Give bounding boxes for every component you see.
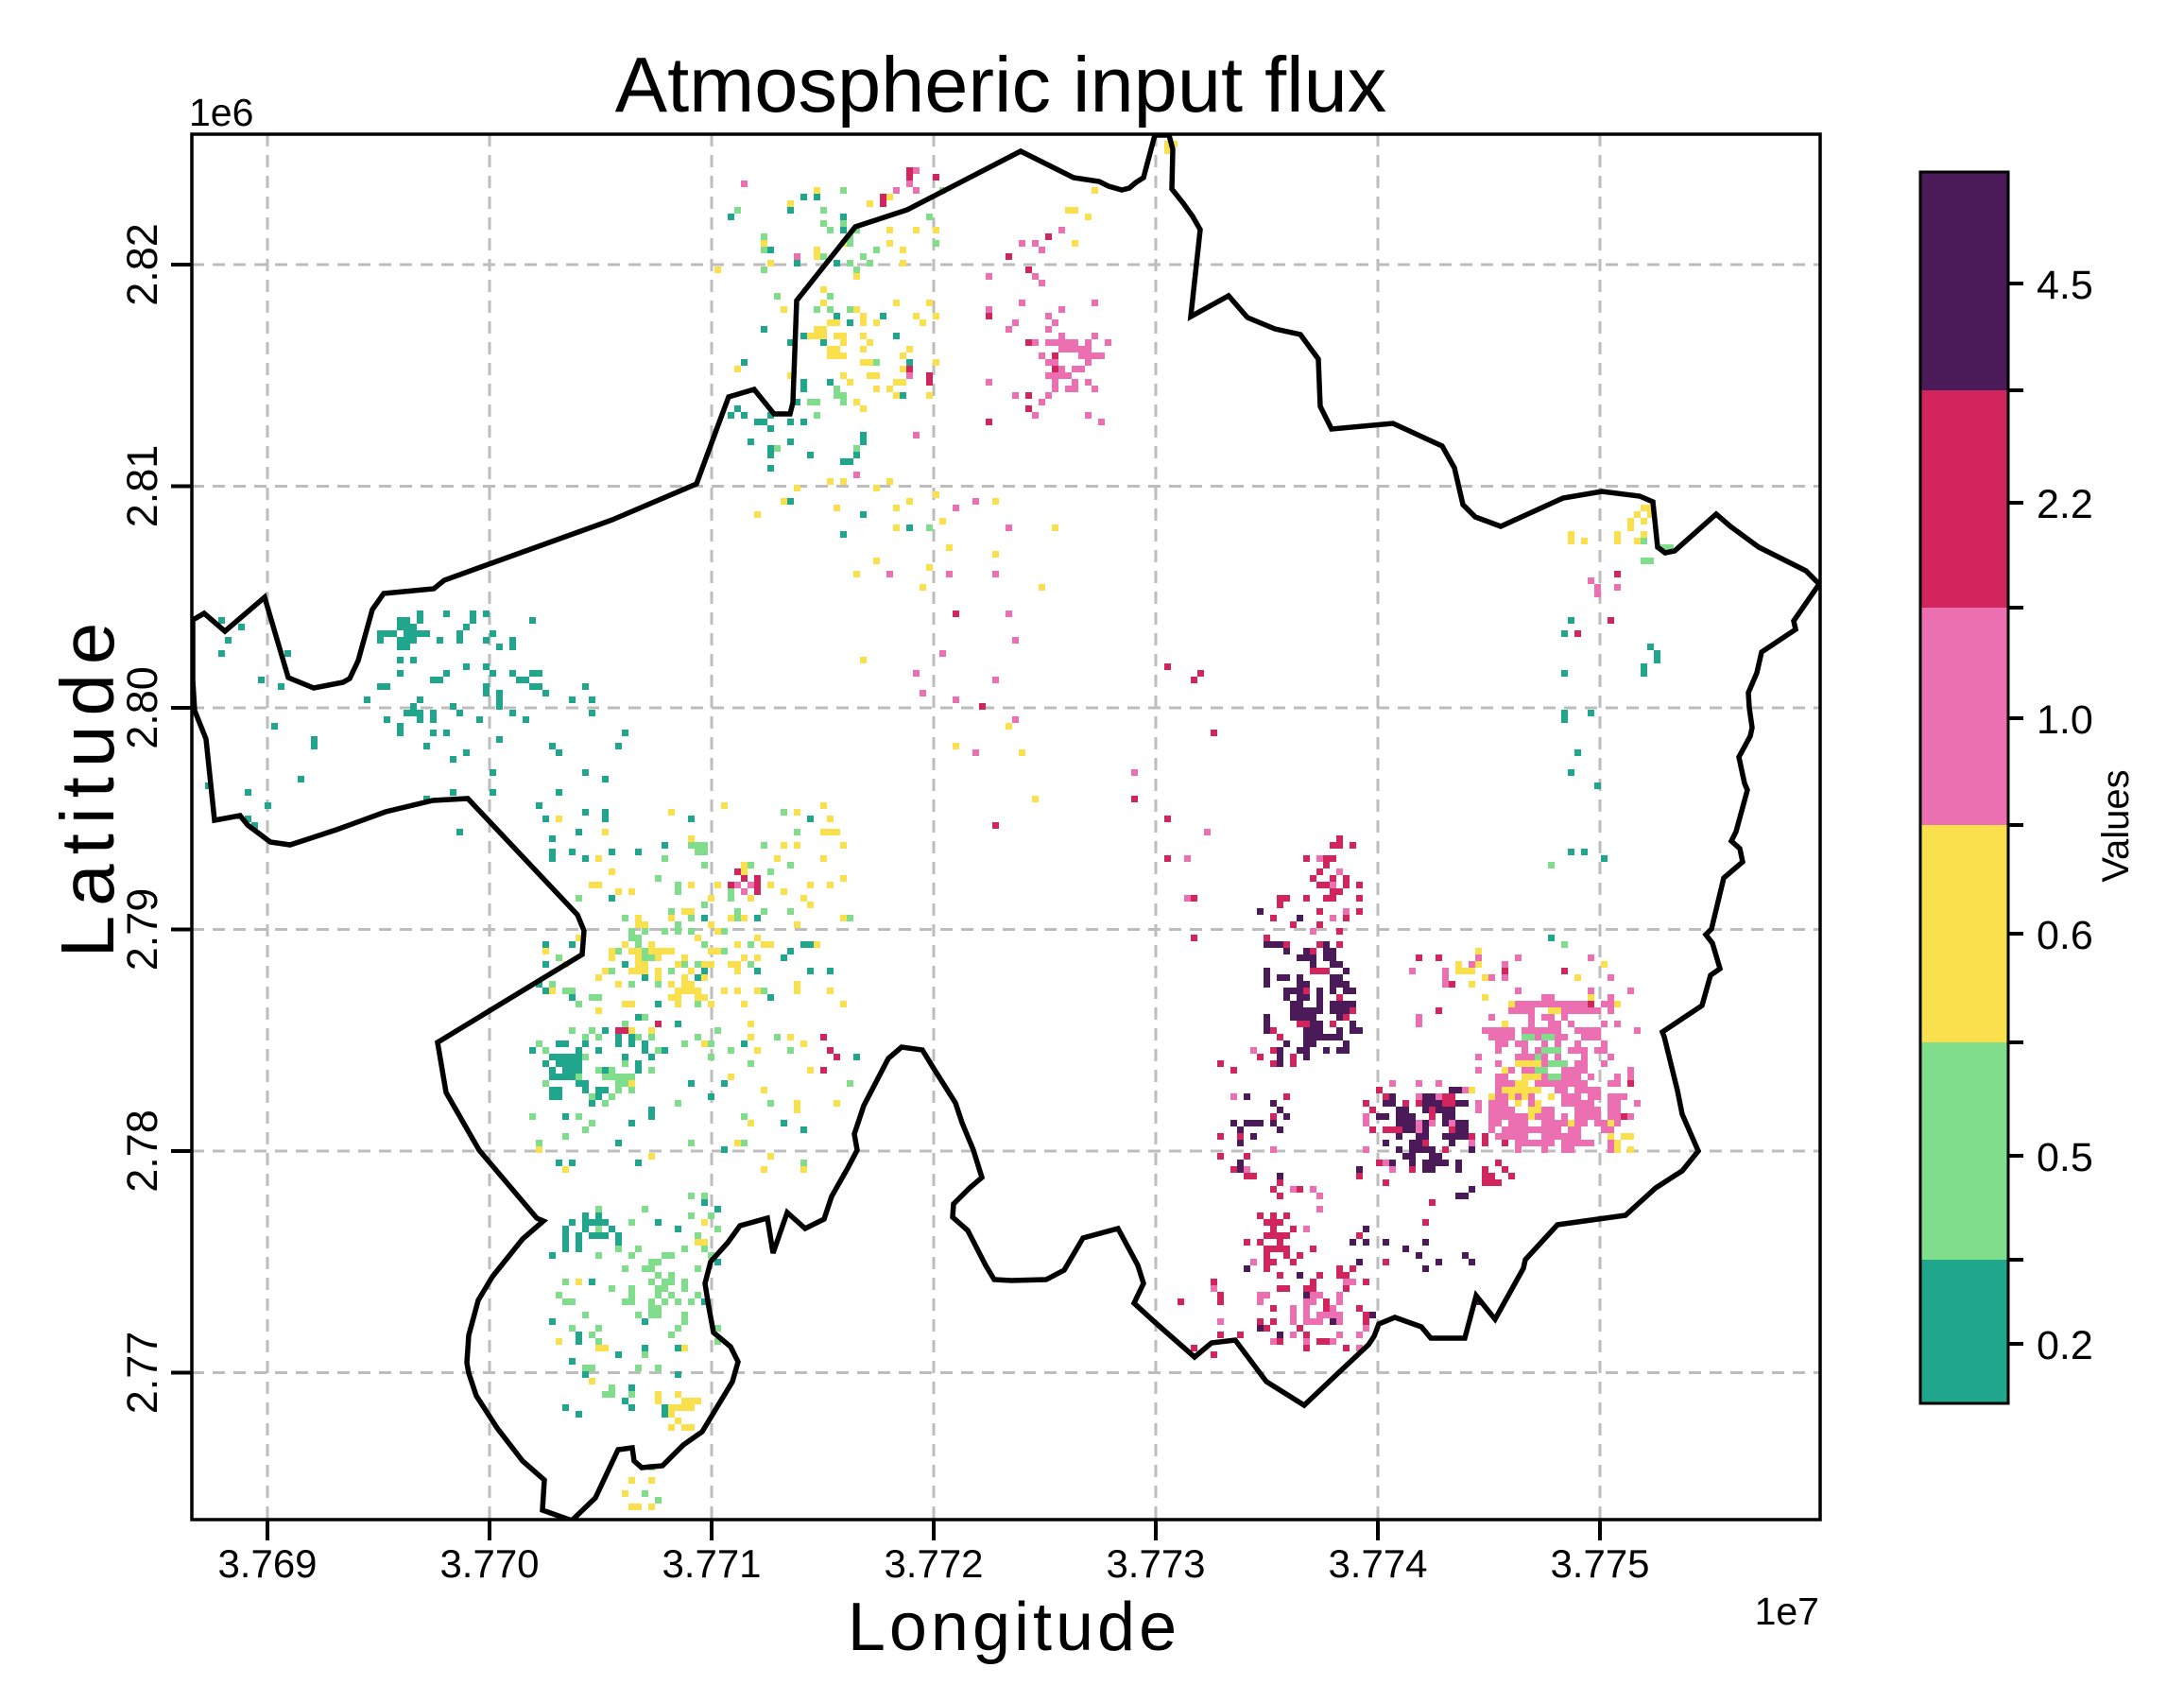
- svg-text:0.6: 0.6: [2037, 913, 2093, 958]
- svg-text:1.0: 1.0: [2037, 697, 2093, 743]
- svg-text:0.2: 0.2: [2037, 1323, 2093, 1368]
- svg-text:3.775: 3.775: [1550, 1541, 1649, 1586]
- svg-text:Longitude: Longitude: [848, 1590, 1180, 1665]
- svg-text:3.773: 3.773: [1106, 1541, 1205, 1586]
- svg-text:Atmospheric input flux: Atmospheric input flux: [615, 41, 1387, 129]
- svg-text:Values: Values: [2095, 769, 2137, 882]
- svg-text:2.2: 2.2: [2037, 482, 2093, 527]
- svg-text:4.5: 4.5: [2037, 263, 2093, 308]
- svg-text:2.78: 2.78: [118, 1109, 166, 1193]
- svg-text:2.80: 2.80: [118, 666, 166, 749]
- svg-text:3.769: 3.769: [217, 1541, 317, 1586]
- svg-text:2.82: 2.82: [118, 223, 166, 306]
- svg-text:3.774: 3.774: [1328, 1541, 1427, 1586]
- svg-text:2.79: 2.79: [118, 888, 166, 971]
- svg-text:Latitude: Latitude: [45, 613, 129, 958]
- svg-text:1e6: 1e6: [189, 91, 253, 134]
- svg-text:2.77: 2.77: [118, 1332, 166, 1415]
- svg-text:3.771: 3.771: [662, 1541, 761, 1586]
- svg-text:0.5: 0.5: [2037, 1135, 2093, 1180]
- svg-text:3.770: 3.770: [439, 1541, 539, 1586]
- svg-text:3.772: 3.772: [884, 1541, 983, 1586]
- svg-text:2.81: 2.81: [118, 445, 166, 528]
- svg-text:1e7: 1e7: [1755, 1590, 1819, 1633]
